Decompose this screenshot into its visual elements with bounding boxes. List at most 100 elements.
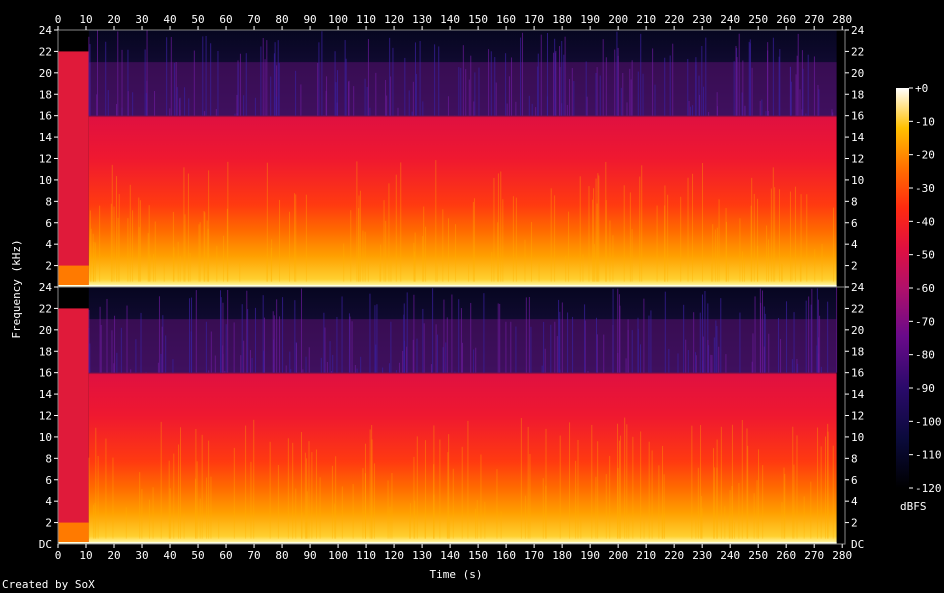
x-tick-label: 60	[219, 13, 232, 26]
y-tick-label: 12	[39, 410, 52, 423]
x-tick-label: 40	[163, 13, 176, 26]
x-tick-label: 40	[163, 549, 176, 562]
y-tick-label: 22	[39, 302, 52, 315]
y-tick-label: 14	[39, 388, 53, 401]
intro-segment	[58, 308, 89, 544]
y-tick-label: 20	[39, 67, 52, 80]
x-tick-label: 210	[636, 13, 656, 26]
x-tick-label: 190	[580, 13, 600, 26]
x-tick-label: 210	[636, 549, 656, 562]
y-tick-label: 6	[851, 474, 858, 487]
colorbar-tick-label: +0	[915, 82, 928, 95]
colorbar-tick-label: -100	[915, 415, 942, 428]
colorbar-tick-label: -30	[915, 182, 935, 195]
y-tick-label: 8	[45, 195, 52, 208]
striations	[88, 287, 838, 539]
colorbar: +0 -10 -20 -30 -40 -50 -60 -70 -80 -90 -100 -110 -12…	[896, 82, 942, 495]
x-tick-label: 0	[55, 13, 62, 26]
colorbar-tick-label: -80	[915, 349, 935, 362]
x-tick-label: 20	[107, 549, 120, 562]
colorbar-tick-label: -120	[915, 482, 942, 495]
y-tick-label: 6	[45, 474, 52, 487]
y-tick-label: 4	[851, 495, 858, 508]
x-tick-label: 270	[804, 13, 824, 26]
y-tick-label: 14	[851, 388, 865, 401]
x-tick-label: 160	[496, 13, 516, 26]
x-tick-label: 100	[328, 13, 348, 26]
colorbar-tick-label: -40	[915, 215, 935, 228]
y-tick-label: 22	[851, 45, 864, 58]
y-tick-label: 18	[851, 345, 864, 358]
striations	[88, 30, 835, 282]
y-tick-label: 16	[851, 110, 864, 123]
x-tick-label: 250	[748, 549, 768, 562]
x-tick-label: 10	[79, 549, 92, 562]
y-tick-label: 14	[851, 131, 865, 144]
x-tick-label: 140	[440, 13, 460, 26]
y-tick-label: 20	[39, 324, 52, 337]
x-tick-label: 240	[720, 549, 740, 562]
y-tick-label: 24	[851, 281, 865, 294]
y-tick-label: 20	[851, 67, 864, 80]
x-tick-label: 60	[219, 549, 232, 562]
y-tick-label-dc: DC	[39, 538, 52, 551]
y-tick-label: 4	[851, 238, 858, 251]
x-tick-label: 120	[384, 13, 404, 26]
colorbar-tick-label: -90	[915, 382, 935, 395]
spectrogram-panels	[57, 29, 846, 545]
x-tick-label: 110	[356, 13, 376, 26]
colorbar-tick-label: -50	[915, 249, 935, 262]
x-tick-label: 230	[692, 13, 712, 26]
x-tick-label: 190	[580, 549, 600, 562]
y-tick-label: 4	[45, 238, 52, 251]
x-tick-label: 170	[524, 549, 544, 562]
colorbar-tick-label: -60	[915, 282, 935, 295]
x-tick-label: 30	[135, 13, 148, 26]
y-tick-label: 22	[39, 45, 52, 58]
y-tick-label: 2	[45, 517, 52, 530]
y-tick-label: 8	[45, 452, 52, 465]
x-tick-label: 30	[135, 549, 148, 562]
x-tick-label: 130	[412, 549, 432, 562]
x-tick-label: 50	[191, 549, 204, 562]
y-tick-label: 16	[39, 367, 52, 380]
x-tick-label: 180	[552, 549, 572, 562]
credit-text: Created by SoX	[2, 578, 95, 591]
y-tick-label: 24	[39, 281, 53, 294]
colorbar-tick-label: -110	[915, 449, 942, 462]
y-tick-label: 20	[851, 324, 864, 337]
x-tick-label: 110	[356, 549, 376, 562]
colorbar-tick-label: -10	[915, 115, 935, 128]
y-tick-label: 16	[851, 367, 864, 380]
y-tick-label-dc: DC	[851, 538, 864, 551]
y-tick-label: 12	[39, 153, 52, 166]
x-tick-label: 50	[191, 13, 204, 26]
x-tick-label: 0	[55, 549, 62, 562]
high-band-activity	[88, 62, 837, 116]
x-tick-label: 70	[247, 549, 260, 562]
x-tick-label: 230	[692, 549, 712, 562]
x-tick-label: 70	[247, 13, 260, 26]
x-tick-label: 250	[748, 13, 768, 26]
x-tick-label: 260	[776, 13, 796, 26]
x-tick-label: 170	[524, 13, 544, 26]
colorbar-tick-label: -70	[915, 315, 935, 328]
channel-panel-1	[57, 29, 846, 288]
y-tick-label: 12	[851, 153, 864, 166]
x-tick-label: 90	[303, 13, 316, 26]
channel-panel-2	[57, 286, 846, 545]
x-tick-label: 260	[776, 549, 796, 562]
x-tick-label: 220	[664, 549, 684, 562]
y-tick-label: 18	[39, 88, 52, 101]
x-tick-label: 120	[384, 549, 404, 562]
x-tick-label: 280	[832, 13, 852, 26]
x-tick-label: 80	[275, 549, 288, 562]
y-tick-label: 14	[39, 131, 53, 144]
x-tick-label: 90	[303, 549, 316, 562]
x-tick-label: 280	[832, 549, 852, 562]
x-tick-label: 200	[608, 549, 628, 562]
colorbar-label: dBFS	[900, 500, 927, 513]
x-tick-label: 130	[412, 13, 432, 26]
intro-low-band	[58, 265, 89, 287]
